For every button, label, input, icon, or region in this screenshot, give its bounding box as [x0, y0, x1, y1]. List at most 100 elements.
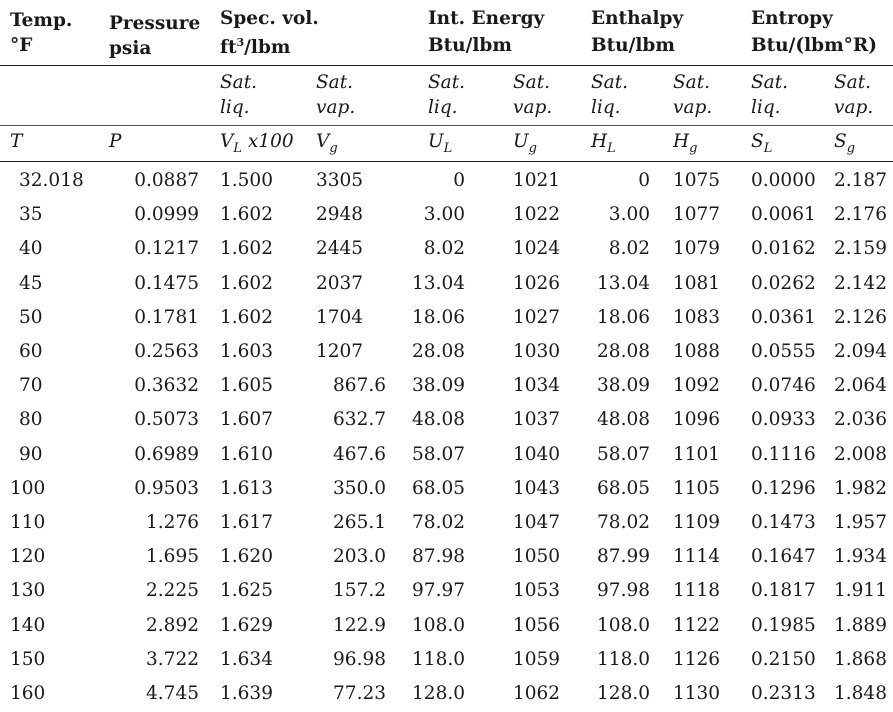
temp-header: Temp. °F — [10, 11, 72, 56]
cell-temp: 60 — [19, 341, 43, 362]
cell-sg: 2.036 — [834, 409, 887, 431]
cell-vg: 157.2 — [333, 580, 386, 602]
cell-vg: 1704 — [316, 306, 364, 328]
cell-sg: 1.848 — [834, 683, 887, 704]
cell-ug: 1059 — [513, 648, 561, 670]
cell-hl: 68.05 — [597, 477, 650, 499]
cell-sl: 0.0361 — [751, 306, 816, 328]
cell-hg: 1075 — [673, 170, 721, 191]
cell-temp: 160 — [10, 683, 46, 704]
cell-hg: 1096 — [673, 409, 721, 431]
cell-sg: 1.957 — [834, 512, 887, 533]
cell-hg: 1088 — [673, 341, 721, 362]
cell-vl: 1.610 — [220, 443, 273, 465]
cell-ug: 1062 — [513, 683, 561, 704]
cell-sg: 1.911 — [834, 580, 887, 602]
cell-pressure: 1.695 — [146, 546, 199, 568]
cell-ul: 18.06 — [412, 306, 465, 328]
cell-sl: 0.1116 — [751, 443, 816, 465]
cell-ul: 58.07 — [412, 443, 465, 465]
entropy-header: Entropy Btu/(lbm°R) — [751, 9, 878, 56]
enthalpy-header: Enthalpy Btu/lbm — [591, 9, 683, 56]
cell-hg: 1126 — [673, 648, 721, 670]
cell-sg: 2.176 — [834, 204, 887, 226]
specvol-sat-liq-label: Sat. liq. — [220, 72, 258, 118]
symbol-Ug: Ug — [513, 131, 537, 156]
cell-hl: 8.02 — [608, 238, 650, 260]
cell-vl: 1.605 — [220, 375, 273, 397]
cell-sg: 2.094 — [834, 341, 887, 362]
cell-hg: 1114 — [673, 546, 721, 568]
symbol-P: P — [109, 131, 122, 152]
cell-pressure: 0.3632 — [134, 375, 199, 397]
cell-vl: 1.625 — [220, 580, 273, 602]
cell-temp: 50 — [19, 306, 43, 328]
cell-sg: 1.889 — [834, 614, 887, 636]
cell-hl: 128.0 — [597, 683, 650, 704]
symbol-Hg: Hg — [673, 131, 698, 156]
cell-pressure: 2.225 — [146, 580, 199, 602]
subheader-rule — [0, 125, 893, 126]
cell-hg: 1109 — [673, 512, 721, 533]
cell-pressure: 0.0999 — [134, 204, 199, 226]
cell-pressure: 0.9503 — [134, 477, 199, 499]
cell-sl: 0.0000 — [751, 170, 816, 191]
cell-ug: 1027 — [513, 306, 561, 328]
energy-unit: Btu/lbm — [428, 34, 512, 56]
cell-vg: 2948 — [316, 204, 364, 226]
specvol-header-label: Spec. vol. — [220, 8, 319, 29]
cell-hg: 1118 — [673, 580, 721, 602]
entropy-unit: Btu/(lbm°R) — [751, 34, 878, 56]
cell-ul: 28.08 — [412, 341, 465, 362]
cell-sg: 2.159 — [834, 238, 887, 260]
cell-temp: 150 — [10, 648, 46, 670]
symbol-UL: UL — [428, 131, 453, 156]
cell-temp: 32.018 — [19, 170, 84, 191]
cell-hl: 13.04 — [597, 272, 650, 294]
cell-vg: 96.98 — [333, 648, 386, 670]
cell-vl: 1.617 — [220, 512, 273, 533]
cell-hl: 0 — [638, 170, 650, 191]
cell-pressure: 4.745 — [146, 683, 199, 704]
cell-hl: 48.08 — [597, 409, 650, 431]
cell-vl: 1.629 — [220, 614, 273, 636]
cell-sl: 0.1647 — [751, 546, 816, 568]
cell-sg: 2.142 — [834, 272, 887, 294]
cell-vg: 1207 — [316, 341, 364, 362]
cell-sl: 0.1817 — [751, 580, 816, 602]
cell-temp: 130 — [10, 580, 46, 602]
cell-hl: 87.99 — [597, 546, 650, 568]
energy-header: Int. Energy Btu/lbm — [428, 9, 544, 56]
cell-pressure: 3.722 — [146, 648, 199, 670]
cell-ug: 1021 — [513, 170, 561, 191]
cell-ul: 118.0 — [412, 648, 465, 670]
cell-hl: 108.0 — [597, 614, 650, 636]
cell-sg: 2.126 — [834, 306, 887, 328]
cell-vl: 1.602 — [220, 272, 273, 294]
cell-sg: 2.008 — [834, 443, 887, 465]
cell-ul: 0 — [453, 170, 465, 191]
cell-vg: 203.0 — [333, 546, 386, 568]
cell-hg: 1130 — [673, 683, 721, 704]
cell-pressure: 1.276 — [146, 512, 199, 533]
enthalpy-unit: Btu/lbm — [591, 34, 675, 56]
cell-ug: 1024 — [513, 238, 561, 260]
cell-ug: 1056 — [513, 614, 561, 636]
cell-vl: 1.634 — [220, 648, 273, 670]
entropy-sat-liq-label: Sat. liq. — [751, 72, 789, 118]
cell-hl: 18.06 — [597, 306, 650, 328]
cell-ul: 8.02 — [423, 238, 465, 260]
cell-sg: 1.934 — [834, 546, 887, 568]
symbol-T: T — [10, 131, 23, 152]
energy-sat-vap-label: Sat. vap. — [513, 72, 553, 118]
cell-vl: 1.639 — [220, 683, 273, 704]
cell-ul: 3.00 — [423, 204, 465, 226]
enthalpy-sat-vap-label: Sat. vap. — [673, 72, 713, 118]
cell-sg: 1.868 — [834, 648, 887, 670]
cell-hg: 1077 — [673, 204, 721, 226]
temp-unit: °F — [10, 34, 33, 56]
cell-ul: 87.98 — [412, 546, 465, 568]
cell-ul: 108.0 — [412, 614, 465, 636]
cell-vl: 1.607 — [220, 409, 273, 431]
